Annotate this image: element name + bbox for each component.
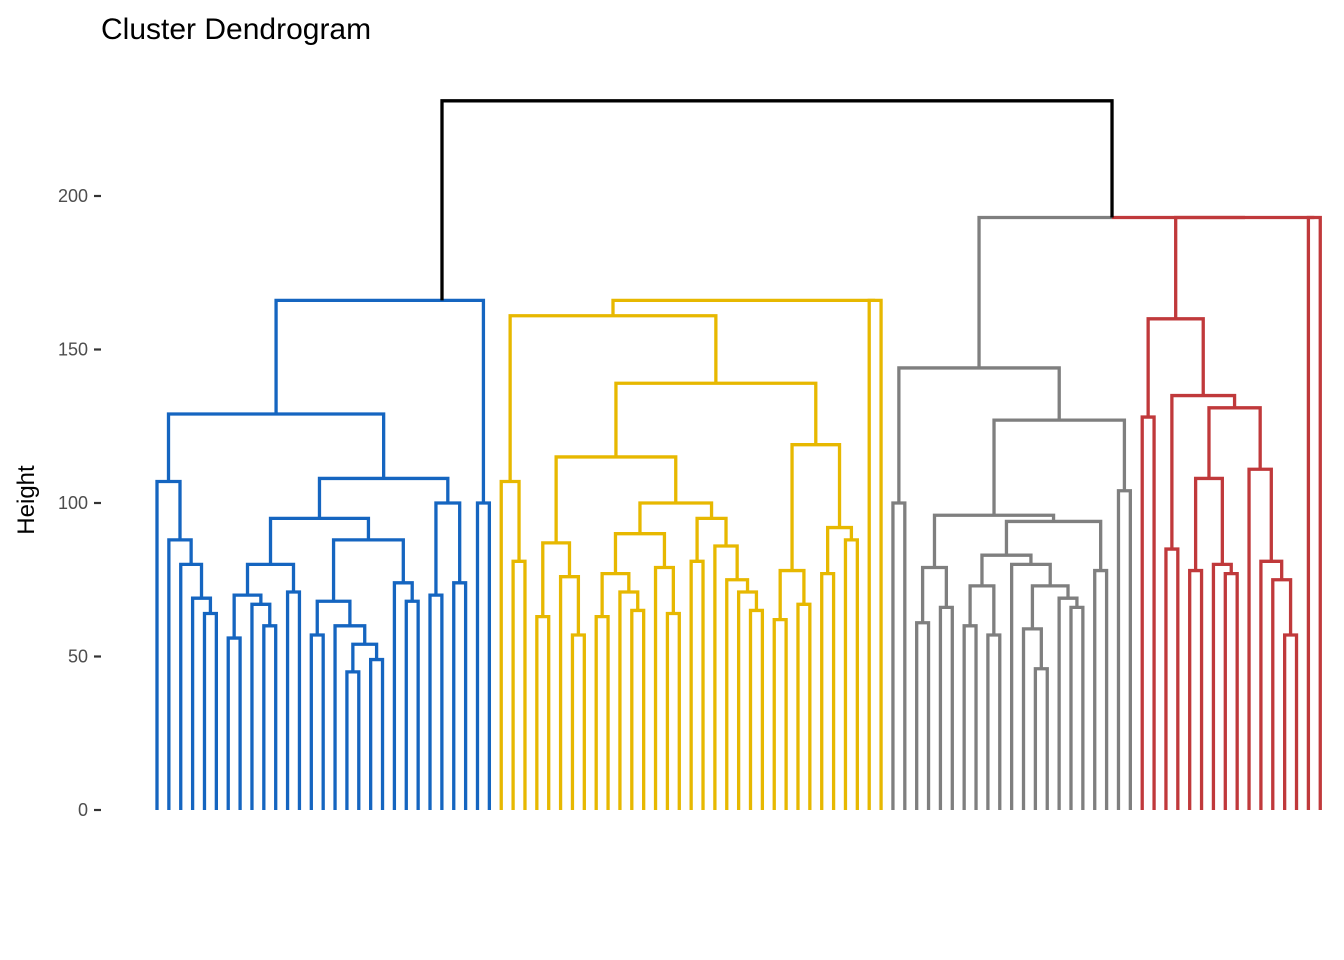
dendrogram-branch (867, 298, 883, 810)
y-axis: 0 50 100 150 200 (58, 186, 101, 820)
dendrogram-branch (826, 525, 854, 574)
y-tick-label: 50 (68, 647, 88, 667)
dendrogram-branch (226, 636, 242, 810)
dendrogram-branch (274, 298, 486, 503)
dendrogram-branch (843, 538, 859, 810)
dendrogram-branch (920, 565, 949, 623)
dendrogram-branch (1174, 215, 1315, 319)
dendrogram-branch (790, 443, 842, 571)
dendrogram-branch (570, 633, 586, 810)
dendrogram-branch (1170, 393, 1237, 550)
y-axis-label: Height (13, 465, 40, 535)
y-tick-label: 100 (58, 493, 88, 513)
dendrogram-branch (202, 611, 219, 810)
dendrogram-branch (317, 476, 450, 519)
dendrogram-branch (932, 513, 1056, 568)
dendrogram-branch (1271, 578, 1293, 810)
dendrogram-branch (772, 618, 788, 810)
dendrogram-branch (653, 565, 675, 810)
dendrogram-branch (594, 614, 610, 810)
dendrogram-branch (778, 568, 806, 620)
dendrogram-branch (891, 501, 907, 810)
dendrogram-branch (190, 596, 213, 810)
y-tick-label: 150 (58, 340, 88, 360)
dendrogram-branch (285, 590, 302, 810)
y-tick-label: 200 (58, 186, 88, 206)
dendrogram-branch (1223, 571, 1239, 810)
dendrogram-branch (1283, 633, 1299, 810)
dendrogram-branch (736, 590, 759, 810)
dendrogram-branch (1033, 667, 1049, 810)
chart-title: Cluster Dendrogram (101, 13, 371, 46)
dendrogram-branch (968, 584, 996, 636)
dendrogram-branch (938, 605, 954, 810)
dendrogram-branch (1146, 317, 1205, 418)
dendrogram-branch (915, 621, 931, 810)
dendrogram-branch (1306, 215, 1322, 810)
dendrogram-branch (166, 412, 386, 482)
dendrogram-branch (1093, 568, 1109, 810)
dendrogram-branch (992, 418, 1127, 516)
dendrogram-branch (630, 608, 646, 810)
dendrogram-branch (345, 670, 361, 810)
dendrogram-branch (541, 541, 572, 617)
dendrogram-branch (535, 614, 551, 810)
dendrogram-branch (986, 633, 1002, 810)
dendrogram-branch (897, 366, 1061, 503)
dendrogram-root-branch (440, 99, 1114, 301)
dendrogram-branch (1030, 584, 1070, 629)
dendrogram-branch (695, 516, 728, 562)
dendrogram-branch (820, 571, 836, 810)
dendrogram-branch (250, 602, 272, 810)
dendrogram-branch (232, 593, 263, 639)
dendrogram-branch (554, 455, 678, 543)
dendrogram-branch (1193, 476, 1224, 571)
y-tick-label: 0 (78, 800, 88, 820)
dendrogram-branch (511, 559, 527, 810)
dendrogram-branch (309, 633, 325, 810)
dendrogram-branch (618, 590, 640, 810)
dendrogram-branch (796, 602, 812, 810)
dendrogram-branch (392, 581, 414, 810)
dendrogram-branch (1057, 596, 1079, 810)
dendrogram-branch (499, 479, 521, 810)
dendrogram-branch (428, 593, 444, 810)
dendrogram-branch (600, 571, 631, 617)
dendrogram-branch (369, 657, 385, 810)
dendrogram-branch (614, 381, 818, 457)
dendrogram-branches (155, 99, 1322, 810)
dendrogram-branch (977, 215, 1113, 368)
dendrogram-branch (980, 553, 1033, 586)
dendrogram-branch (748, 608, 765, 810)
dendrogram-branch (1069, 605, 1085, 810)
dendrogram-branch (611, 298, 876, 316)
dendrogram-branch (1116, 489, 1132, 810)
dendrogram-branch (404, 599, 420, 810)
dendrogram-branch (665, 611, 681, 810)
dendrogram-branch (558, 575, 581, 810)
dendrogram-branch (1140, 415, 1156, 810)
dendrogram-branch (1164, 547, 1180, 810)
dendrogram-branch (1021, 627, 1043, 810)
dendrogram-branch (689, 559, 705, 810)
dendrogram-branch (962, 624, 978, 810)
dendrogram-branch (1211, 562, 1233, 810)
dendrogram-branch (475, 501, 492, 810)
dendrogram-branch (452, 581, 468, 810)
dendrogram-branch (1188, 568, 1204, 810)
dendrogram-branch (262, 624, 278, 810)
